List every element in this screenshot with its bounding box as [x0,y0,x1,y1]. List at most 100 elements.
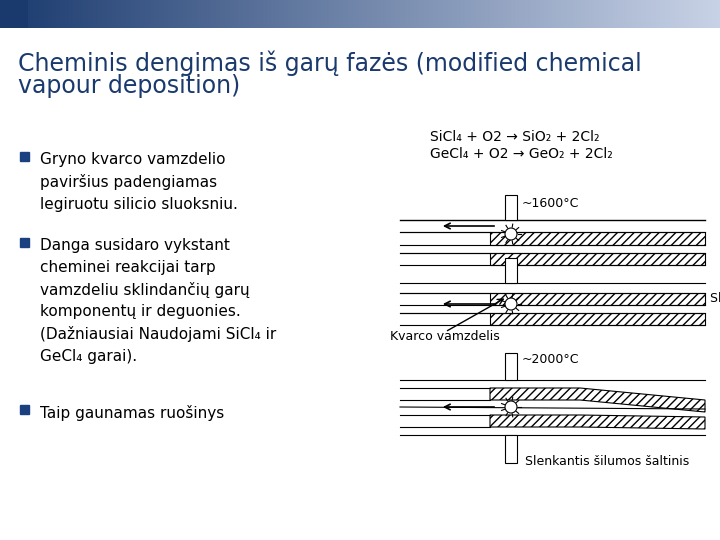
Bar [27,0,28,28]
Bar [524,0,525,28]
Bar [559,0,560,28]
Bar [291,0,292,28]
Bar [439,0,440,28]
Bar [4,0,5,28]
Bar [505,195,517,220]
Bar [436,0,437,28]
Bar [340,0,341,28]
Bar [490,293,705,305]
Bar [432,0,433,28]
Bar [66,0,67,28]
Bar [455,0,456,28]
Bar [459,0,460,28]
Bar [215,0,216,28]
Bar [276,0,277,28]
Bar [689,0,690,28]
Bar [127,0,128,28]
Bar [463,0,464,28]
Bar [328,0,329,28]
Bar [438,0,439,28]
Bar [20,0,21,28]
Bar [640,0,641,28]
Bar [549,0,550,28]
Bar [527,0,528,28]
Bar [575,0,576,28]
Bar [352,0,353,28]
Bar [217,0,218,28]
Bar [278,0,279,28]
Bar [585,0,586,28]
Text: ~2000°C: ~2000°C [522,353,580,366]
Bar [283,0,284,28]
Bar [305,0,306,28]
Bar [17,0,18,28]
Bar [358,0,359,28]
Bar [635,0,636,28]
Bar [55,0,56,28]
Bar [382,0,383,28]
Bar [502,0,503,28]
Bar [670,0,671,28]
Bar [118,0,119,28]
Bar [410,0,411,28]
Bar [136,0,137,28]
Bar [371,0,372,28]
Bar [533,0,534,28]
Bar [623,0,624,28]
Bar [715,0,716,28]
Bar [400,0,401,28]
Bar [419,0,420,28]
Bar [717,0,718,28]
Bar [24,0,25,28]
Bar [194,0,195,28]
Bar [345,0,346,28]
Bar [20,152,29,161]
Bar [416,0,417,28]
Bar [388,0,389,28]
Bar [166,0,167,28]
Bar [642,0,643,28]
Bar [298,0,299,28]
Bar [234,0,235,28]
Bar [598,0,599,28]
Bar [94,0,95,28]
Bar [249,0,250,28]
Bar [357,0,358,28]
Bar [616,0,617,28]
Bar [107,0,108,28]
Bar [452,0,453,28]
Bar [209,0,210,28]
Bar [189,0,190,28]
Bar [140,0,141,28]
Bar [702,0,703,28]
Bar [441,0,442,28]
Bar [91,0,92,28]
Bar [498,0,499,28]
Bar [517,0,518,28]
Bar [380,0,381,28]
Bar [86,0,87,28]
Bar [90,0,91,28]
Bar [709,0,710,28]
Bar [312,0,313,28]
Bar [664,0,665,28]
Bar [515,0,516,28]
Bar [349,0,350,28]
Bar [123,0,124,28]
Bar [582,0,583,28]
Bar [522,0,523,28]
Bar [265,0,266,28]
Bar [567,0,568,28]
Bar [407,0,408,28]
Bar [131,0,132,28]
Bar [711,0,712,28]
Bar [14,0,15,28]
Bar [348,0,349,28]
Bar [347,0,348,28]
Bar [354,0,355,28]
Bar [385,0,386,28]
Bar [78,0,79,28]
Bar [324,0,325,28]
Bar [73,0,74,28]
Bar [103,0,104,28]
